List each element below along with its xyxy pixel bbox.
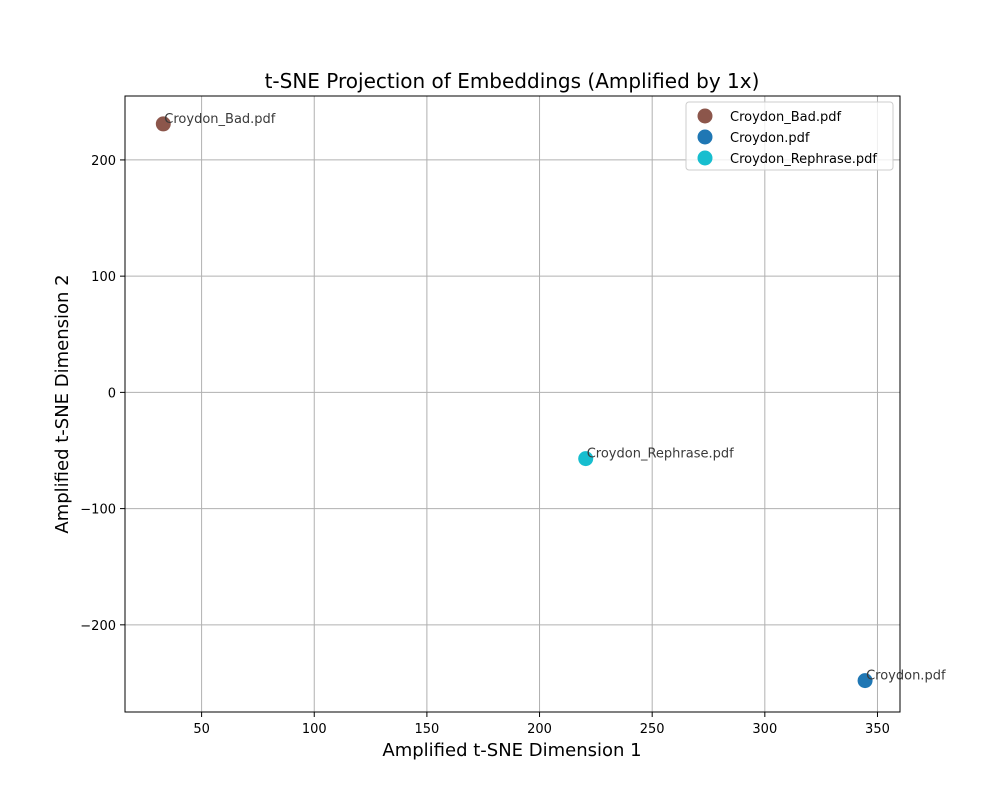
point-label: Croydon_Bad.pdf bbox=[164, 112, 276, 127]
point-label: Croydon.pdf bbox=[866, 669, 946, 684]
point-labels: Croydon_Bad.pdf Croydon.pdf Croydon_Rephra… bbox=[164, 112, 946, 684]
data-points bbox=[155, 116, 873, 689]
grid bbox=[125, 96, 900, 712]
y-tick-label: −200 bbox=[80, 619, 116, 634]
scatter-point bbox=[857, 673, 873, 689]
x-axis-label: Amplified t-SNE Dimension 1 bbox=[382, 740, 641, 761]
x-tick-label: 150 bbox=[414, 722, 439, 737]
point-label: Croydon_Rephrase.pdf bbox=[587, 447, 734, 462]
x-tick-label: 250 bbox=[640, 722, 665, 737]
x-tick-label: 50 bbox=[193, 722, 210, 737]
y-tick-label: 0 bbox=[108, 386, 116, 401]
legend: Croydon_Bad.pdf Croydon.pdf Croydon_Rephra… bbox=[685, 101, 894, 171]
legend-box bbox=[685, 101, 894, 171]
chart-title: t-SNE Projection of Embeddings (Amplifie… bbox=[265, 69, 760, 93]
y-tick-label: 200 bbox=[91, 154, 116, 169]
x-axis-ticks: 50 100 150 200 250 300 350 bbox=[193, 712, 890, 737]
scatter-point bbox=[578, 451, 594, 467]
legend-label: Croydon_Rephrase.pdf bbox=[730, 152, 877, 167]
legend-label: Croydon.pdf bbox=[730, 131, 810, 146]
plot-frame bbox=[124, 95, 901, 713]
x-tick-label: 350 bbox=[865, 722, 890, 737]
x-tick-label: 100 bbox=[302, 722, 327, 737]
y-axis-ticks: −200 −100 0 100 200 bbox=[80, 154, 125, 634]
y-tick-label: 100 bbox=[91, 270, 116, 285]
legend-marker bbox=[697, 150, 713, 166]
x-tick-label: 200 bbox=[527, 722, 552, 737]
y-axis-label: Amplified t-SNE Dimension 2 bbox=[52, 274, 73, 533]
legend-marker bbox=[697, 129, 713, 145]
legend-marker bbox=[697, 108, 713, 124]
y-tick-label: −100 bbox=[80, 503, 116, 518]
scatter-point bbox=[155, 116, 171, 132]
x-tick-label: 300 bbox=[752, 722, 777, 737]
legend-label: Croydon_Bad.pdf bbox=[730, 110, 842, 125]
